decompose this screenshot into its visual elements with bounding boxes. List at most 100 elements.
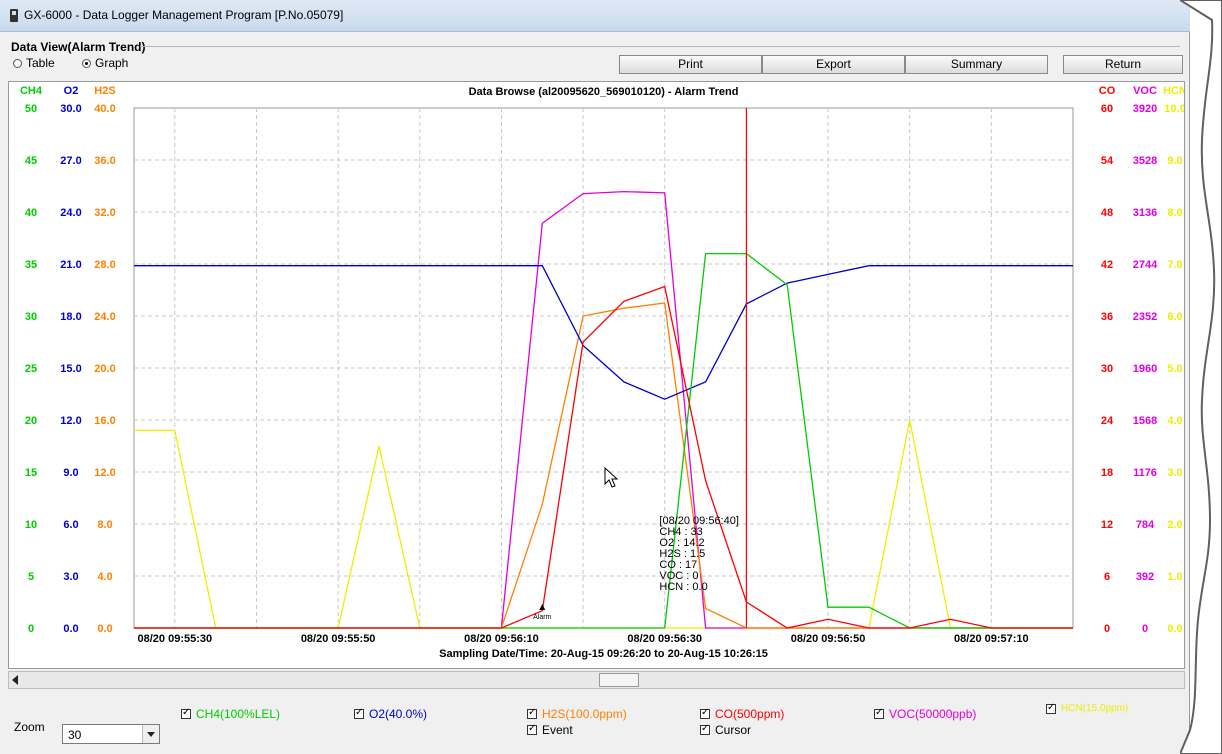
y-tick-label-ch4: 20: [25, 415, 37, 427]
y-tick-label-h2s: 24.0: [94, 311, 115, 323]
y-tick-label-h2s: 0.0: [97, 623, 112, 635]
y-tick-label-hcn: 5.0: [1167, 363, 1182, 375]
chevron-down-icon[interactable]: [142, 725, 159, 743]
x-tick-label: 08/20 09:57:10: [954, 633, 1029, 645]
graph-radio[interactable]: Graph: [82, 56, 128, 70]
tooltip-line: VOC : 0: [659, 570, 698, 582]
legend-checkbox-voc[interactable]: VOC(50000ppb): [874, 707, 976, 721]
y-tick-label-h2s: 12.0: [94, 467, 115, 479]
y-tick-label-co: 54: [1101, 155, 1114, 167]
axis-name-o2: O2: [64, 85, 79, 97]
y-tick-label-co: 42: [1101, 259, 1113, 271]
y-tick-label-o2: 21.0: [60, 259, 81, 271]
legend-label-o2: O2(40.0%): [369, 707, 428, 721]
y-tick-label-ch4: 15: [25, 467, 37, 479]
y-tick-label-h2s: 36.0: [94, 155, 115, 167]
x-tick-label: 08/20 09:56:30: [627, 633, 702, 645]
table-radio[interactable]: Table: [13, 56, 55, 70]
checkbox-checked-icon[interactable]: [527, 707, 537, 719]
radio-button-icon[interactable]: [13, 58, 22, 68]
x-axis-title: Sampling Date/Time: 20-Aug-15 09:26:20 t…: [439, 648, 768, 660]
scroll-left-arrow-icon[interactable]: [12, 675, 18, 685]
export-button[interactable]: Export: [762, 55, 905, 74]
x-tick-label: 08/20 09:56:10: [464, 633, 539, 645]
checkbox-checked-icon[interactable]: [1046, 702, 1056, 714]
group-divider: [140, 46, 1180, 47]
legend-label-voc: VOC(50000ppb): [889, 707, 977, 721]
axis-name-voc: VOC: [1133, 85, 1157, 97]
legend-label-h2s: H2S(100.0ppm): [542, 707, 627, 721]
legend-checkbox-ch4[interactable]: CH4(100%LEL): [181, 707, 280, 721]
y-tick-label-ch4: 35: [25, 259, 37, 271]
data-view-title: Data View(Alarm Trend): [11, 40, 146, 54]
axis-name-co: CO: [1099, 85, 1116, 97]
title-bar: GX-6000 - Data Logger Management Program…: [0, 0, 1190, 32]
tooltip-line: CO : 17: [659, 559, 697, 571]
return-button[interactable]: Return: [1063, 55, 1183, 74]
horizontal-scrollbar[interactable]: [8, 671, 1185, 689]
x-tick-label: 08/20 09:55:50: [301, 633, 376, 645]
y-tick-label-hcn: 10.0: [1164, 103, 1184, 115]
y-tick-label-voc: 392: [1136, 571, 1154, 583]
y-tick-label-voc: 3136: [1133, 207, 1157, 219]
checkbox-checked-icon[interactable]: [181, 707, 191, 719]
alarm-trend-chart: 08/20 09:55:30 08/20 09:55:50 08/20 09:56:…: [20, 85, 1187, 660]
tooltip-line: [08/20 09:56:40]: [659, 515, 739, 527]
chart-area[interactable]: 08/20 09:55:30 08/20 09:55:50 08/20 09:56:…: [8, 81, 1187, 669]
tooltip-line: CH4 : 33: [659, 526, 702, 538]
x-tick-label: 08/20 09:56:50: [791, 633, 866, 645]
y-tick-label-voc: 1960: [1133, 363, 1157, 375]
cursor-checkbox[interactable]: Cursor: [700, 723, 751, 737]
legend-checkbox-h2s[interactable]: H2S(100.0ppm): [527, 707, 627, 721]
y-tick-label-co: 6: [1104, 571, 1110, 583]
table-radio-label: Table: [26, 56, 55, 70]
y-tick-label-o2: 18.0: [60, 311, 81, 323]
summary-button[interactable]: Summary: [905, 55, 1048, 74]
zoom-select[interactable]: 30: [62, 724, 160, 744]
y-tick-label-ch4: 40: [25, 207, 37, 219]
print-button[interactable]: Print: [619, 55, 762, 74]
y-tick-label-hcn: 4.0: [1167, 415, 1182, 427]
zoom-value: 30: [68, 728, 82, 742]
y-tick-label-hcn: 1.0: [1167, 571, 1182, 583]
y-tick-label-o2: 30.0: [60, 103, 81, 115]
y-tick-label-o2: 3.0: [63, 571, 78, 583]
checkbox-checked-icon[interactable]: [354, 707, 364, 719]
y-tick-label-ch4: 25: [25, 363, 37, 375]
cursor-label: Cursor: [715, 723, 752, 737]
legend-checkbox-o2[interactable]: O2(40.0%): [354, 707, 427, 721]
y-tick-label-ch4: 45: [25, 155, 37, 167]
y-tick-label-co: 48: [1101, 207, 1113, 219]
y-tick-label-co: 60: [1101, 103, 1113, 115]
y-tick-label-co: 18: [1101, 467, 1113, 479]
y-tick-label-hcn: 7.0: [1167, 259, 1182, 271]
series-line-co: [134, 285, 1073, 629]
y-tick-label-ch4: 50: [25, 103, 37, 115]
zoom-label: Zoom: [14, 720, 45, 734]
event-checkbox[interactable]: Event: [527, 723, 573, 737]
y-tick-label-hcn: 6.0: [1167, 311, 1182, 323]
legend-checkbox-hcn[interactable]: HCN(15.0ppm): [1046, 702, 1128, 714]
y-tick-label-o2: 12.0: [60, 415, 81, 427]
axis-name-ch4: CH4: [20, 85, 43, 97]
checkbox-checked-icon[interactable]: [700, 707, 710, 719]
checkbox-checked-icon[interactable]: [527, 723, 537, 735]
scrollbar-thumb[interactable]: [599, 673, 639, 687]
app-icon: [10, 9, 18, 22]
y-tick-label-hcn: 8.0: [1167, 207, 1182, 219]
mouse-pointer-icon: [604, 466, 619, 488]
y-tick-label-ch4: 10: [25, 519, 37, 531]
y-tick-label-o2: 0.0: [63, 623, 78, 635]
legend-label-co: CO(500ppm): [715, 707, 785, 721]
radio-button-selected-icon[interactable]: [82, 58, 91, 68]
alarm-marker-icon: [539, 604, 546, 610]
y-tick-label-o2: 15.0: [60, 363, 81, 375]
legend-checkbox-co[interactable]: CO(500ppm): [700, 707, 784, 721]
y-tick-label-h2s: 40.0: [94, 103, 115, 115]
checkbox-checked-icon[interactable]: [874, 707, 884, 719]
y-tick-label-h2s: 28.0: [94, 259, 115, 271]
checkbox-checked-icon[interactable]: [700, 723, 710, 735]
y-tick-label-voc: 784: [1136, 519, 1155, 531]
tooltip-line: HCN : 0.0: [659, 581, 707, 593]
y-tick-label-voc: 3920: [1133, 103, 1157, 115]
